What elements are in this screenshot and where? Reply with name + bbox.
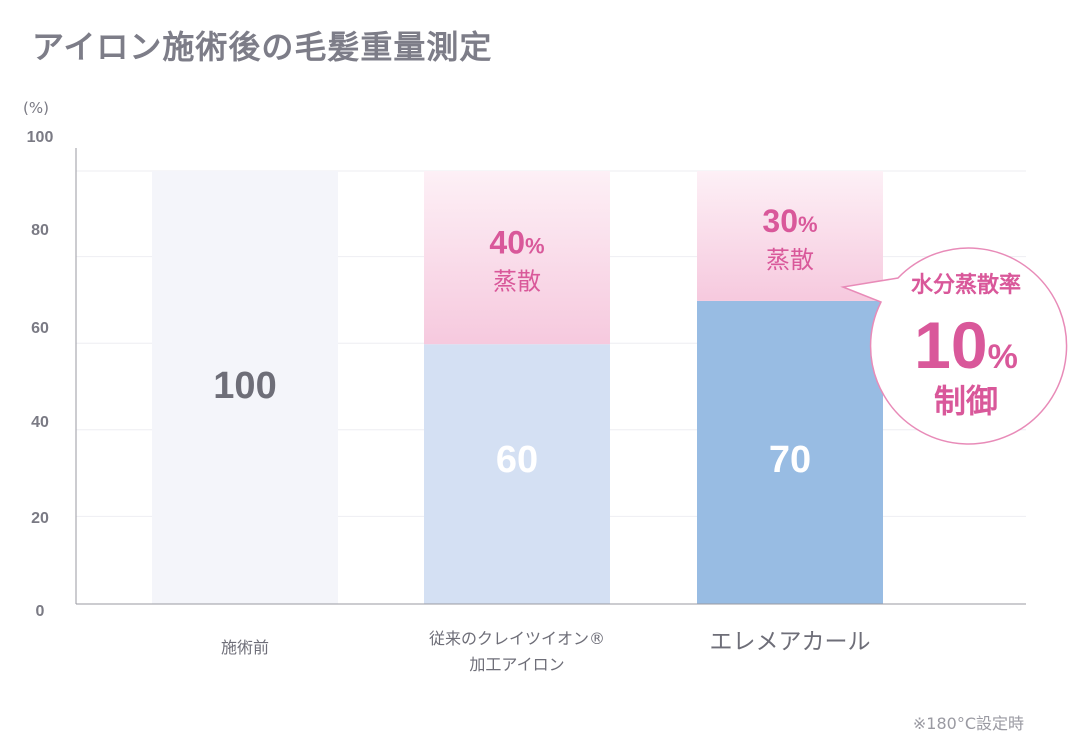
y-tick-label: 60 xyxy=(31,320,49,337)
y-tick-label: 80 xyxy=(31,222,49,239)
bar-value-label: 70 xyxy=(769,439,811,481)
callout-value-number: 10 xyxy=(914,308,987,382)
evaporation-percent-label: 40% xyxy=(489,225,544,261)
bar-value-label: 60 xyxy=(496,439,538,481)
y-tick-label: 100 xyxy=(27,129,54,146)
callout-line3: 制御 xyxy=(934,382,998,420)
evaporation-text-label: 蒸散 xyxy=(493,268,541,296)
x-category-label: エレメアカール xyxy=(710,629,871,655)
evaporation-percent-unit: % xyxy=(798,212,818,237)
evaporation-percent-label: 30% xyxy=(762,203,817,239)
bar-weight xyxy=(424,344,610,604)
bar-weight xyxy=(697,300,883,604)
page-title: アイロン施術後の毛髪重量測定 xyxy=(32,28,493,66)
bars xyxy=(152,171,883,604)
callout-value-unit: % xyxy=(988,338,1018,376)
y-tick-label: 20 xyxy=(31,510,49,527)
y-tick-label: 0 xyxy=(36,603,45,620)
evaporation-percent-unit: % xyxy=(525,234,545,259)
callout-value: 10% xyxy=(914,308,1018,382)
y-axis-unit-label: (%) xyxy=(23,99,49,117)
bar-weight xyxy=(152,171,338,604)
axes: 0 20 40 60 80 100 (%) xyxy=(23,99,1026,620)
y-tick-label: 40 xyxy=(31,414,49,431)
chart: 0 20 40 60 80 100 (%) 100 施術前 60 40% 蒸散従来のクレイツイオン®… xyxy=(23,99,1068,674)
footnote: ※180°C設定時 xyxy=(912,714,1024,733)
evaporation-percent-number: 40 xyxy=(489,225,525,261)
bar-evaporation xyxy=(697,171,883,301)
evaporation-percent-number: 30 xyxy=(762,203,798,239)
x-category-label: 従来のクレイツイオン® xyxy=(429,629,605,648)
callout-badge: 水分蒸散率 10% 制御 xyxy=(840,247,1068,445)
bar-value-label: 100 xyxy=(213,365,276,407)
evaporation-text-label: 蒸散 xyxy=(766,246,814,274)
bar-evaporation xyxy=(424,171,610,345)
x-category-label: 施術前 xyxy=(221,638,269,657)
x-category-label: 加工アイロン xyxy=(469,655,564,674)
callout-line1: 水分蒸散率 xyxy=(911,272,1021,298)
callout-bubble xyxy=(840,247,1068,445)
